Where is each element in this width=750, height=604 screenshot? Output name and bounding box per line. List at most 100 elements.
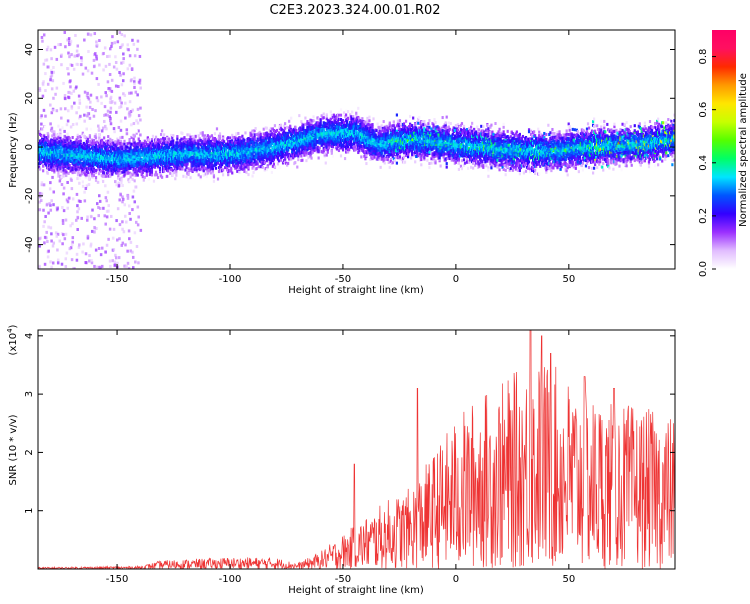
spectrogram-cell <box>172 139 175 143</box>
spectrogram-cell <box>143 175 146 179</box>
spectrogram-cell <box>69 39 73 43</box>
spectrogram-cell <box>70 92 73 96</box>
spectrogram-cell <box>186 133 189 137</box>
spectrogram-cell <box>140 173 143 177</box>
spectrogram-cell <box>38 191 42 195</box>
spectrogram-cell <box>81 250 84 254</box>
spectrogram-cell <box>204 136 207 140</box>
spectrogram-cell <box>86 114 89 118</box>
spectrogram-cell <box>38 87 42 91</box>
spectrogram-cell <box>70 258 74 262</box>
spectrogram-cell <box>103 124 107 128</box>
spectrogram-cell <box>157 142 161 146</box>
spectrogram-cell <box>108 54 111 58</box>
spectrogram-cell <box>114 61 118 65</box>
spectrogram-cell <box>76 133 79 137</box>
spectrogram-cell <box>105 94 108 98</box>
spectrogram-cell <box>75 85 78 89</box>
spectrogram-cell <box>133 54 137 58</box>
spectrogram-cell <box>50 199 53 203</box>
spectrogram-cell <box>53 168 56 172</box>
spectrogram-cell <box>120 176 123 180</box>
spectrogram-cell <box>163 139 166 143</box>
spectrogram-cell <box>226 151 229 155</box>
spectrogram-cell <box>108 88 112 92</box>
spectrogram-cell <box>126 67 130 71</box>
spectrogram-cell <box>228 163 231 167</box>
spectrogram-cell <box>109 145 112 149</box>
spectrogram-cell <box>82 242 85 246</box>
spectrogram-cell <box>130 91 133 95</box>
spectrogram-cell <box>119 167 122 171</box>
spectrogram-cell <box>120 243 124 247</box>
spectrogram-cell <box>81 131 84 135</box>
spectrogram-cell <box>83 113 86 117</box>
spectrogram-cell <box>138 155 141 159</box>
spectrogram-cell <box>84 136 88 140</box>
spectrogram-cell <box>275 144 279 148</box>
spectrogram-cell <box>90 174 94 178</box>
spectrogram-cell <box>64 153 67 157</box>
spectrogram-cell <box>203 134 206 138</box>
spectrogram-cell <box>130 142 133 146</box>
spectrogram-cell <box>86 236 90 240</box>
spectrogram-cell <box>63 129 66 133</box>
spectrogram-cell <box>90 215 93 219</box>
spectrogram-cell <box>72 161 75 165</box>
spectrogram-cell <box>43 235 47 239</box>
spectrogram-cell <box>251 174 254 178</box>
spectrogram-cell <box>110 89 114 93</box>
spectrogram-cell <box>204 150 207 154</box>
spectrogram-cell <box>66 109 70 113</box>
spectrogram-cell <box>116 40 120 44</box>
spectrogram-cell <box>203 143 206 147</box>
spectrogram-cell <box>212 179 216 183</box>
spectrogram-cell <box>121 220 124 224</box>
spectrogram-cell <box>119 105 123 109</box>
spectrogram-cell <box>201 156 204 160</box>
spectrogram-cell <box>119 139 123 143</box>
spectrogram-cell <box>143 145 146 149</box>
spectrogram-cell <box>47 135 50 139</box>
spectrogram-cell <box>265 143 268 147</box>
spectrogram-cell <box>93 32 97 36</box>
spectrogram-cell <box>77 171 80 175</box>
spectrogram-cell <box>68 136 71 140</box>
spectrogram-cell <box>118 158 121 162</box>
spectrogram-cell <box>266 154 269 158</box>
spectrogram-cell <box>93 217 96 221</box>
spectrogram-cell <box>162 141 165 145</box>
spectrogram-cell <box>87 97 91 101</box>
spectrogram-cell <box>133 76 136 80</box>
spectrogram-cell <box>132 42 136 46</box>
spectrogram-cell <box>147 138 150 142</box>
spectrogram-cell <box>177 163 180 167</box>
spectrogram-cell <box>66 200 70 204</box>
spectrogram-cell <box>72 89 76 93</box>
spectrogram-cell <box>43 241 46 245</box>
spectrogram-cell <box>65 123 69 127</box>
spectrogram-cell <box>42 164 45 168</box>
spectrogram-cell <box>78 181 81 185</box>
spectrogram-cell <box>164 146 167 150</box>
spectrogram-cell <box>119 73 122 77</box>
spectrogram-cell <box>66 67 69 71</box>
spectrogram-cell <box>54 92 57 96</box>
spectrogram-cell <box>129 110 133 114</box>
spectrogram-cell <box>111 35 114 39</box>
spectrogram-cell <box>255 133 258 137</box>
spectrogram-cell <box>105 243 109 247</box>
spectrogram-cell <box>111 152 114 156</box>
spectrogram-cell <box>84 173 87 177</box>
spectrogram-cell <box>267 132 270 136</box>
spectrogram-cell <box>86 215 89 219</box>
spectrogram-cell <box>82 133 85 137</box>
spectrogram-cell <box>207 144 210 148</box>
spectrogram-cell <box>95 140 99 144</box>
spectrogram-cell <box>51 129 54 133</box>
spectrogram-cell <box>129 217 132 221</box>
spectrogram-cell <box>136 107 140 111</box>
spectrogram-cell <box>169 171 172 175</box>
spectrogram-cell <box>50 232 53 236</box>
spectrogram-cell <box>165 140 168 144</box>
